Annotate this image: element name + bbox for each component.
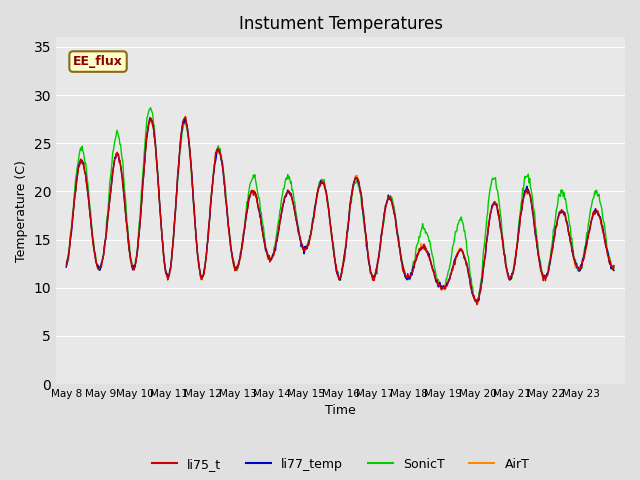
Legend: li75_t, li77_temp, SonicT, AirT: li75_t, li77_temp, SonicT, AirT — [147, 453, 534, 476]
Text: EE_flux: EE_flux — [73, 55, 123, 68]
Title: Instument Temperatures: Instument Temperatures — [239, 15, 442, 33]
Y-axis label: Temperature (C): Temperature (C) — [15, 160, 28, 262]
X-axis label: Time: Time — [325, 405, 356, 418]
